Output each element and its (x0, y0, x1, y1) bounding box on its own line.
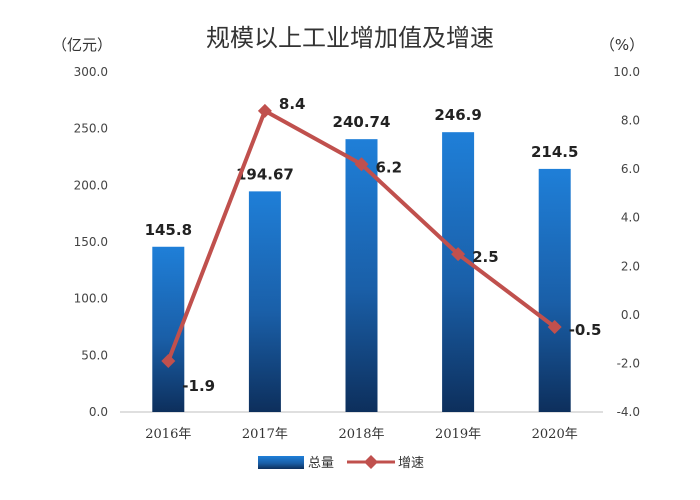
line-data-label: 2.5 (472, 248, 499, 266)
line-marker (354, 157, 369, 172)
left-tick-label: 300.0 (74, 65, 108, 79)
line-data-label: 8.4 (279, 95, 306, 113)
x-tick-label: 2019年 (435, 427, 481, 442)
right-tick-label: 10.0 (613, 65, 640, 79)
line-labels: -1.9 8.4 6.2 2.5 -0.5 (182, 95, 601, 395)
x-tick-label: 2018年 (338, 427, 384, 442)
bar-data-label: 214.5 (531, 143, 578, 161)
line-marker (161, 354, 176, 368)
left-tick-label: 200.0 (74, 178, 108, 192)
bar (345, 139, 378, 413)
line-marker (257, 103, 272, 118)
right-axis-unit: （%） (600, 36, 644, 54)
x-tick-label: 2016年 (145, 427, 191, 442)
left-tick-label: 150.0 (74, 235, 108, 249)
chart-title: 规模以上工业增加值及增速 (206, 24, 494, 52)
right-tick-label: 4.0 (621, 211, 640, 225)
x-axis-ticks: 2016年 2017年 2018年 2019年 2020年 (145, 427, 577, 442)
bar-labels: 145.8 194.67 240.74 246.9 214.5 (145, 106, 579, 239)
right-tick-label: 6.0 (621, 162, 640, 176)
right-axis-ticks: -4.0 -2.0 0.0 2.0 4.0 6.0 8.0 10.0 (613, 65, 640, 419)
bar (538, 168, 571, 412)
line-data-label: -0.5 (569, 321, 602, 339)
left-axis-ticks: 0.0 50.0 100.0 150.0 200.0 250.0 300.0 (74, 65, 108, 419)
bar (248, 191, 281, 412)
bar-series (152, 132, 571, 413)
bar-data-label: 145.8 (145, 221, 192, 239)
left-tick-label: 100.0 (74, 292, 108, 306)
left-tick-label: 250.0 (74, 122, 108, 136)
right-tick-label: 0.0 (621, 308, 640, 322)
x-tick-label: 2020年 (532, 427, 578, 442)
legend-bar-label: 总量 (308, 456, 334, 471)
legend: 总量 增速 (258, 455, 424, 471)
legend-line-marker (364, 455, 378, 469)
legend-line-label: 增速 (398, 456, 424, 471)
line-data-label: -1.9 (182, 377, 215, 395)
right-tick-label: -2.0 (617, 356, 640, 370)
bar-data-label: 194.67 (236, 165, 294, 183)
line-marker (547, 320, 562, 334)
legend-bar-swatch (258, 456, 304, 469)
bar-data-label: 240.74 (333, 113, 391, 131)
left-axis-unit: （亿元） (52, 36, 112, 54)
left-tick-label: 0.0 (89, 405, 108, 419)
bar-data-label: 246.9 (434, 106, 481, 124)
bar (442, 132, 475, 412)
left-tick-label: 50.0 (81, 348, 108, 362)
x-tick-label: 2017年 (242, 427, 288, 442)
right-tick-label: 2.0 (621, 259, 640, 273)
right-tick-label: -4.0 (617, 405, 640, 419)
line-series (161, 103, 562, 368)
line-data-label: 6.2 (376, 158, 403, 176)
right-tick-label: 8.0 (621, 114, 640, 128)
line-marker (451, 247, 466, 262)
